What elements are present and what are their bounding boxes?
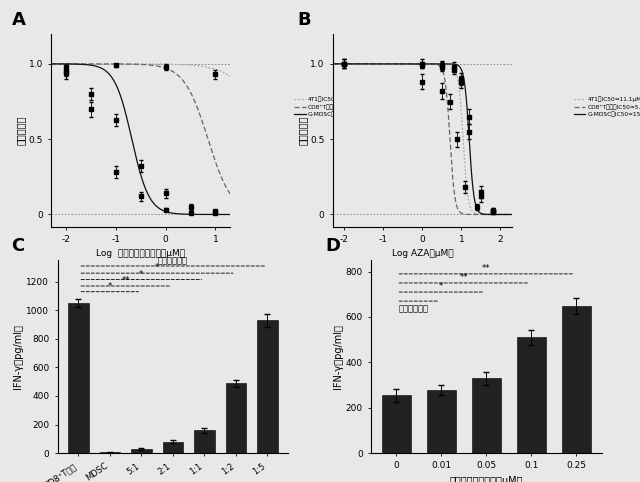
X-axis label: Log AZA（μM）: Log AZA（μM） bbox=[392, 249, 453, 258]
Legend: 4T1（IC50≈11.1μM）, CD8⁺T細胞（IC50≈5.1μM）, G-MDSC（IC50≈15.9μM）: 4T1（IC50≈11.1μM）, CD8⁺T細胞（IC50≈5.1μM）, G… bbox=[572, 94, 640, 120]
Text: *: * bbox=[139, 270, 143, 279]
X-axis label: エンチノスタット（μM）: エンチノスタット（μM） bbox=[450, 476, 523, 482]
Text: 有意ではない: 有意ではない bbox=[158, 256, 188, 265]
Bar bbox=[472, 378, 501, 453]
Bar bbox=[427, 389, 456, 453]
Text: *: * bbox=[155, 264, 159, 272]
Text: A: A bbox=[12, 11, 26, 28]
Legend: 4T1（IC50≪108.6μM）, CD8⁺T細胞（IC50≈7.1μM）, G-MDSC（IC50≈0.2μM）: 4T1（IC50≪108.6μM）, CD8⁺T細胞（IC50≈7.1μM）, … bbox=[292, 94, 380, 120]
Text: **: ** bbox=[460, 273, 468, 282]
Bar bbox=[194, 430, 214, 453]
Bar bbox=[163, 442, 183, 453]
Text: *: * bbox=[439, 282, 444, 291]
X-axis label: Log  エンチノスタット（μM）: Log エンチノスタット（μM） bbox=[96, 249, 186, 258]
Text: **: ** bbox=[122, 276, 130, 285]
Text: **: ** bbox=[482, 264, 491, 273]
Bar bbox=[562, 306, 591, 453]
Bar bbox=[68, 303, 88, 453]
Y-axis label: IFN-γ（pg/ml）: IFN-γ（pg/ml） bbox=[13, 324, 24, 389]
Bar bbox=[225, 383, 246, 453]
Bar bbox=[257, 320, 278, 453]
Text: *: * bbox=[108, 282, 112, 291]
Text: D: D bbox=[325, 237, 340, 255]
Bar bbox=[131, 449, 152, 453]
Y-axis label: 相対吸光度: 相対吸光度 bbox=[298, 116, 307, 145]
Bar bbox=[381, 395, 411, 453]
Text: 有意ではない: 有意ではない bbox=[399, 305, 429, 313]
Text: B: B bbox=[297, 11, 310, 28]
Text: C: C bbox=[12, 237, 25, 255]
Bar bbox=[517, 337, 546, 453]
Y-axis label: IFN-γ（pg/ml）: IFN-γ（pg/ml） bbox=[333, 324, 343, 389]
Y-axis label: 相対吸光度: 相対吸光度 bbox=[16, 116, 26, 145]
